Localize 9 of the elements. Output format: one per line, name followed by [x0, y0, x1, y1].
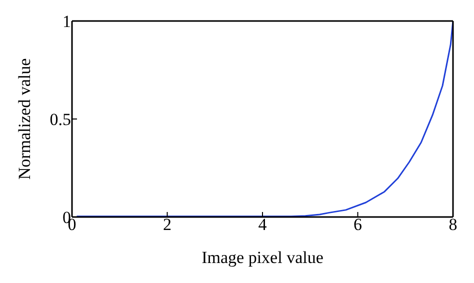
line-series: [76, 21, 453, 217]
x-axis-title: Image pixel value: [202, 248, 324, 267]
x-tick-label: 4: [258, 215, 268, 234]
y-axis-title: Normalized value: [15, 58, 34, 180]
y-tick-label: 0.5: [50, 110, 71, 130]
y-tick-label: 1: [62, 12, 71, 32]
x-tick-label: 2: [163, 215, 172, 234]
x-tick-label: 8: [448, 215, 458, 234]
x-tick-label: 6: [354, 215, 362, 234]
